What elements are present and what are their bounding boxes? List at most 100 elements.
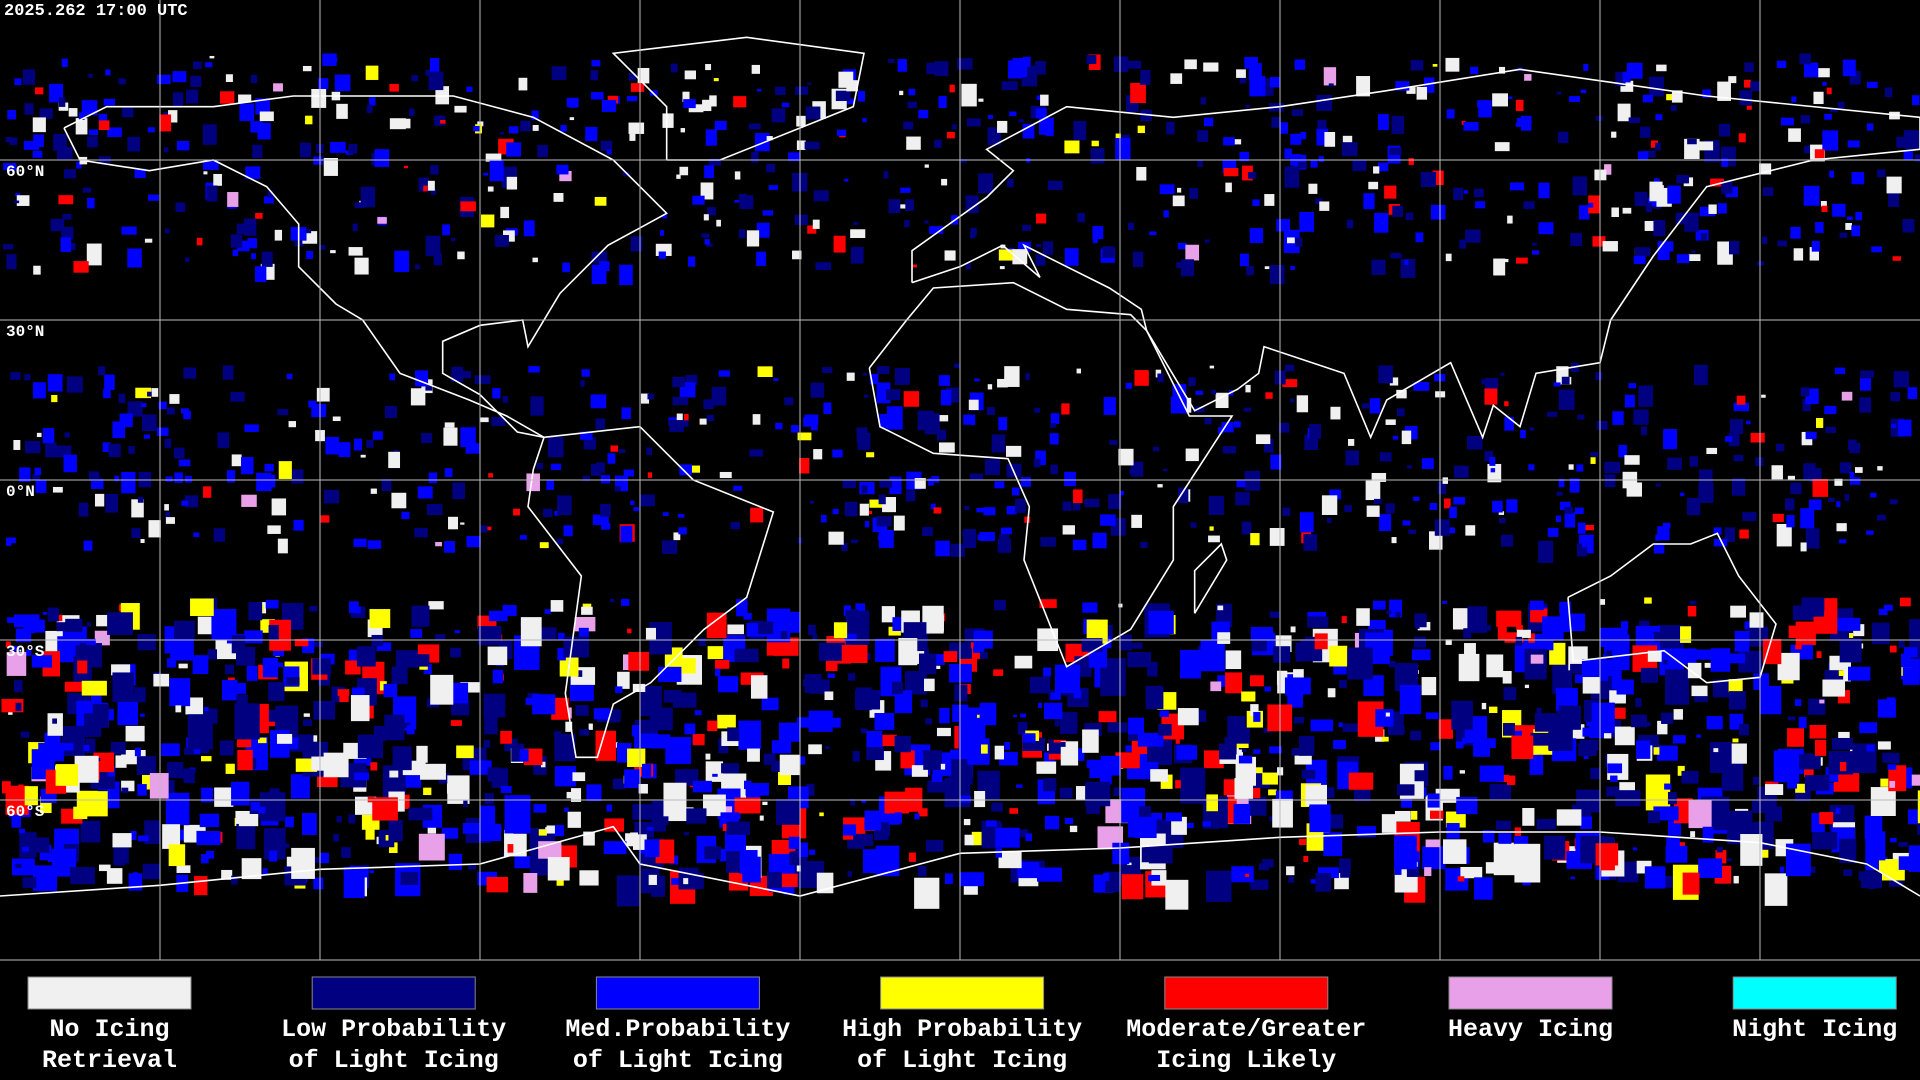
- icing-pixel: [879, 413, 895, 428]
- icing-pixel: [1794, 699, 1802, 706]
- icing-pixel: [1808, 603, 1825, 617]
- icing-pixel: [683, 878, 689, 885]
- icing-pixel: [251, 802, 260, 811]
- icing-pixel: [1803, 145, 1811, 154]
- icing-pixel: [876, 516, 892, 527]
- icing-pixel: [1022, 224, 1031, 231]
- icing-pixel: [1776, 524, 1792, 547]
- icing-pixel: [927, 780, 946, 793]
- icing-pixel: [62, 213, 72, 220]
- icing-pixel: [966, 262, 971, 270]
- icing-pixel: [456, 745, 474, 759]
- icing-pixel: [650, 734, 671, 749]
- icing-pixel: [1733, 402, 1749, 412]
- icing-pixel: [1270, 77, 1281, 88]
- icing-pixel: [203, 486, 212, 498]
- icing-pixel: [939, 707, 950, 724]
- icing-pixel: [1177, 487, 1189, 504]
- icing-pixel: [231, 454, 242, 467]
- icing-pixel: [1502, 723, 1515, 736]
- icing-pixel: [1211, 389, 1217, 395]
- icing-pixel: [799, 457, 810, 474]
- icing-pixel: [546, 825, 556, 834]
- icing-pixel: [583, 437, 597, 450]
- icing-pixel: [1886, 697, 1896, 705]
- icing-pixel: [810, 382, 825, 398]
- icing-pixel: [1813, 91, 1824, 105]
- icing-pixel: [1715, 850, 1727, 864]
- icing-pixel: [1617, 103, 1631, 122]
- icing-pixel: [1790, 226, 1801, 239]
- icing-pixel: [1504, 401, 1509, 407]
- icing-pixel: [702, 99, 712, 112]
- icing-pixel: [530, 396, 544, 416]
- icing-pixel: [183, 768, 195, 784]
- icing-pixel: [805, 106, 821, 120]
- icing-pixel: [1839, 761, 1847, 772]
- icing-pixel: [727, 624, 744, 635]
- icing-pixel: [83, 540, 93, 551]
- icing-pixel: [423, 787, 432, 796]
- icing-pixel: [1484, 388, 1498, 405]
- icing-pixel: [1667, 185, 1681, 204]
- icing-pixel: [478, 823, 501, 841]
- icing-pixel: [1181, 259, 1194, 277]
- icing-pixel: [1241, 691, 1256, 702]
- icing-pixel: [1724, 527, 1735, 543]
- legend-label: High Probability: [842, 1015, 1082, 1044]
- icing-pixel: [1725, 436, 1733, 442]
- icing-pixel: [802, 679, 812, 687]
- icing-pixel: [1233, 803, 1251, 824]
- icing-pixel: [504, 833, 527, 857]
- icing-pixel: [593, 708, 610, 720]
- icing-pixel: [1307, 616, 1329, 628]
- icing-pixel: [1125, 60, 1142, 69]
- icing-pixel: [316, 776, 338, 788]
- icing-pixel: [1100, 514, 1116, 526]
- icing-pixel: [1374, 212, 1389, 233]
- icing-pixel: [1836, 501, 1841, 508]
- icing-pixel: [106, 868, 123, 884]
- icing-pixel: [323, 489, 340, 504]
- icing-pixel: [1531, 250, 1540, 255]
- icing-pixel: [1805, 528, 1820, 549]
- icing-pixel: [1688, 800, 1712, 829]
- icing-pixel: [1276, 670, 1288, 685]
- icing-pixel: [1848, 633, 1854, 639]
- icing-pixel: [715, 660, 730, 669]
- icing-pixel: [1866, 123, 1874, 131]
- icing-pixel: [705, 129, 717, 146]
- icing-pixel: [504, 795, 531, 834]
- icing-pixel: [514, 856, 531, 869]
- icing-pixel: [1855, 211, 1863, 221]
- icing-pixel: [1388, 660, 1396, 668]
- icing-pixel: [918, 109, 929, 119]
- icing-pixel: [225, 763, 235, 774]
- icing-pixel: [813, 190, 829, 202]
- icing-pixel: [1109, 440, 1118, 445]
- icing-pixel: [1761, 849, 1769, 858]
- icing-pixel: [1432, 170, 1444, 186]
- latitude-label: 30°N: [6, 323, 44, 341]
- icing-pixel: [1385, 419, 1396, 425]
- icing-pixel: [305, 229, 312, 234]
- icing-pixel: [773, 378, 779, 381]
- icing-pixel: [1590, 767, 1600, 780]
- icing-pixel: [1486, 654, 1504, 678]
- icing-pixel: [594, 196, 607, 206]
- icing-pixel: [1050, 423, 1057, 428]
- icing-pixel: [846, 80, 858, 92]
- icing-pixel: [600, 503, 611, 517]
- icing-pixel: [1241, 748, 1247, 753]
- icing-pixel: [630, 236, 643, 252]
- icing-pixel: [562, 262, 570, 273]
- icing-pixel: [440, 119, 446, 124]
- icing-pixel: [954, 363, 960, 368]
- icing-pixel: [55, 764, 79, 786]
- icing-pixel: [1762, 187, 1774, 196]
- icing-pixel: [866, 452, 875, 458]
- icing-pixel: [469, 760, 492, 775]
- icing-pixel: [631, 725, 640, 737]
- icing-pixel: [1170, 396, 1187, 414]
- icing-pixel: [1649, 76, 1665, 97]
